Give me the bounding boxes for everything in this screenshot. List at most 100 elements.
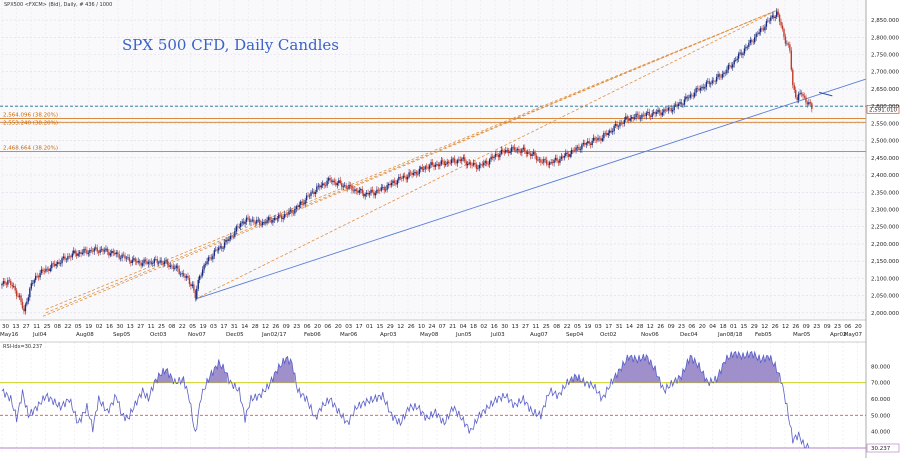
candle-body <box>229 235 232 240</box>
candle-body <box>5 283 8 285</box>
candle-body <box>464 157 466 162</box>
candle-body <box>32 283 34 284</box>
candle-body <box>150 261 153 265</box>
candle-body <box>579 149 582 151</box>
candle-body <box>623 119 626 124</box>
candle-body <box>565 152 567 156</box>
x-month-label: May16 <box>0 332 19 338</box>
candle-body <box>143 259 145 264</box>
x-day-label: 18 <box>720 324 727 330</box>
candle-body <box>415 171 418 175</box>
candle-body <box>522 147 525 150</box>
candle-body <box>527 152 529 154</box>
candle-body <box>713 80 715 82</box>
x-day-label: 11 <box>148 324 155 330</box>
candle-body <box>14 286 16 291</box>
candle-body <box>475 164 478 169</box>
x-day-label: 21 <box>449 324 456 330</box>
candle-body <box>428 165 431 169</box>
candle-body <box>197 279 199 289</box>
candle-body <box>673 105 675 111</box>
candle-body <box>225 239 227 243</box>
candle-body <box>548 162 551 165</box>
candle-body <box>59 263 62 264</box>
candle-body <box>655 112 658 114</box>
candle-body <box>491 156 494 159</box>
x-month-label: Dec05 <box>226 332 244 338</box>
x-day-label: 06 <box>688 324 695 330</box>
candle-body <box>322 183 324 186</box>
candle-body <box>622 123 624 124</box>
candle-body <box>554 157 557 160</box>
candle-body <box>134 258 136 262</box>
candle-body <box>702 86 705 89</box>
annotation-arrow <box>819 91 833 97</box>
candle-body <box>392 180 394 183</box>
candle-body <box>447 161 450 163</box>
candle-body <box>560 156 563 159</box>
x-month-label: Feb05 <box>755 332 772 338</box>
candle-body <box>155 258 157 260</box>
candle-body <box>762 28 765 31</box>
candle-body <box>641 114 643 118</box>
y-tick-label: 2,850.000 <box>871 18 899 24</box>
candle-body <box>736 58 738 61</box>
x-day-label: 18 <box>470 324 477 330</box>
x-day-label: 01 <box>730 324 737 330</box>
candle-body <box>506 150 508 151</box>
candle-body <box>146 261 148 264</box>
candle-body <box>259 219 261 225</box>
candle-body <box>242 221 245 224</box>
candle-body <box>795 90 797 98</box>
candle-body <box>330 180 333 183</box>
candle-body <box>200 275 202 277</box>
candle-body <box>116 252 119 254</box>
candle-body <box>276 218 279 220</box>
candle-body <box>368 192 371 195</box>
candle-body <box>153 258 155 264</box>
x-day-label: 26 <box>272 324 279 330</box>
candle-body <box>714 81 716 82</box>
candle-body <box>480 164 482 166</box>
candle-body <box>389 183 391 186</box>
x-day-label: 30 <box>2 324 9 330</box>
x-day-label: 25 <box>44 324 51 330</box>
candle-body <box>84 248 87 251</box>
x-day-label: 27 <box>137 324 144 330</box>
candle-body <box>450 159 453 164</box>
rsi-overbought-fill <box>715 351 780 383</box>
candle-body <box>181 273 183 274</box>
candle-body <box>386 185 388 190</box>
x-day-label: 16 <box>491 324 498 330</box>
candle-body <box>10 280 12 285</box>
candle-body <box>651 113 653 117</box>
candle-body <box>56 262 59 265</box>
x-day-label: 12 <box>782 324 789 330</box>
x-day-label: 07 <box>439 324 446 330</box>
candle-body <box>793 85 795 91</box>
x-day-label: 09 <box>803 324 810 330</box>
candle-body <box>808 102 810 105</box>
candle-body <box>510 147 513 152</box>
candle-body <box>654 112 656 114</box>
y-tick-label: 2,800.000 <box>871 35 899 41</box>
candle-body <box>591 140 593 146</box>
candle-body <box>638 114 640 119</box>
candle-body <box>281 215 283 220</box>
candle-body <box>398 176 400 181</box>
x-day-label: 08 <box>168 324 175 330</box>
candle-body <box>87 252 90 254</box>
x-day-label: 23 <box>678 324 685 330</box>
candle-body <box>323 183 325 186</box>
x-day-label: 30 <box>116 324 123 330</box>
candle-body <box>239 223 242 227</box>
x-day-label: 03 <box>345 324 352 330</box>
candle-body <box>77 253 79 256</box>
x-day-label: 14 <box>241 324 248 330</box>
candle-body <box>414 171 416 173</box>
candle-body <box>516 148 519 151</box>
candle-body <box>115 252 117 255</box>
candle-body <box>518 148 520 152</box>
candle-body <box>547 164 549 165</box>
candle-body <box>525 151 527 154</box>
